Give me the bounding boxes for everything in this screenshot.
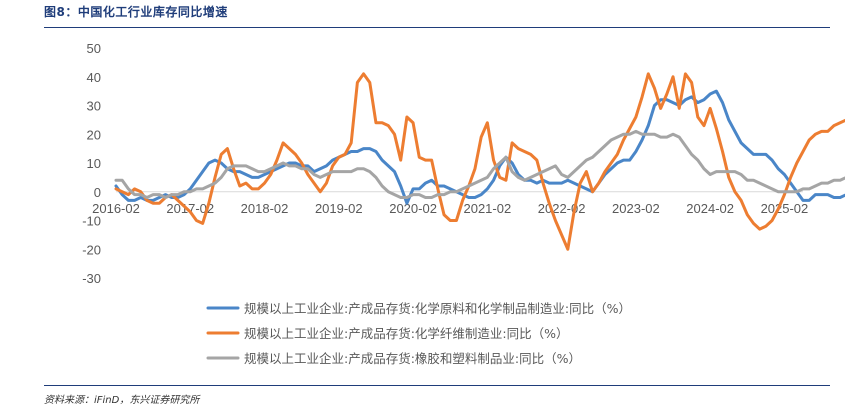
series-line-2 bbox=[114, 72, 845, 251]
legend-label-1: 规模以上工业企业:产成品存货:化学原料和化学制品制造业:同比（%） bbox=[244, 301, 631, 316]
series-line-1 bbox=[114, 89, 845, 205]
x-tick-label: 2021-02 bbox=[463, 201, 511, 216]
x-tick-label: 2024-02 bbox=[686, 201, 734, 216]
y-tick-label: -30 bbox=[82, 271, 101, 286]
legend-label-3: 规模以上工业企业:产成品存货:橡胶和塑料制品业:同比（%） bbox=[244, 351, 581, 366]
x-axis: 2016-02 2017-02 2018-02 2019-02 2020-02 2021-… bbox=[92, 191, 809, 216]
x-tick-label: 2019-02 bbox=[315, 201, 363, 216]
y-tick-label: 10 bbox=[87, 156, 101, 171]
legend: 规模以上工业企业:产成品存货:化学原料和化学制品制造业:同比（%） 规模以上工业企… bbox=[206, 301, 631, 366]
x-tick-label: 2016-02 bbox=[92, 201, 140, 216]
y-axis: -30 -20 -10 0 10 20 30 40 50 bbox=[82, 41, 101, 286]
x-tick-label: 2017-02 bbox=[166, 201, 214, 216]
top-rule bbox=[44, 27, 830, 28]
y-tick-label: 40 bbox=[87, 70, 101, 85]
y-tick-label: -20 bbox=[82, 242, 101, 257]
y-tick-label: 0 bbox=[94, 185, 101, 200]
figure-title: 图8：中国化工行业库存同比增速 bbox=[44, 5, 228, 19]
plot-lines bbox=[114, 72, 845, 251]
source-note: 资料来源：iFinD，东兴证券研究所 bbox=[44, 395, 200, 406]
y-tick-label: 50 bbox=[87, 41, 101, 56]
y-tick-label: -10 bbox=[82, 214, 101, 229]
y-tick-label: 20 bbox=[87, 127, 101, 142]
legend-label-2: 规模以上工业企业:产成品存货:化学纤维制造业:同比（%） bbox=[244, 326, 569, 341]
x-tick-label: 2020-02 bbox=[389, 201, 437, 216]
x-tick-label: 2023-02 bbox=[612, 201, 660, 216]
x-tick-label: 2025-02 bbox=[761, 201, 809, 216]
x-tick-label: 2018-02 bbox=[241, 201, 289, 216]
x-tick-label: 2022-02 bbox=[538, 201, 586, 216]
y-tick-label: 30 bbox=[87, 99, 101, 114]
series-line-3 bbox=[114, 129, 845, 199]
bottom-rule bbox=[44, 385, 830, 386]
